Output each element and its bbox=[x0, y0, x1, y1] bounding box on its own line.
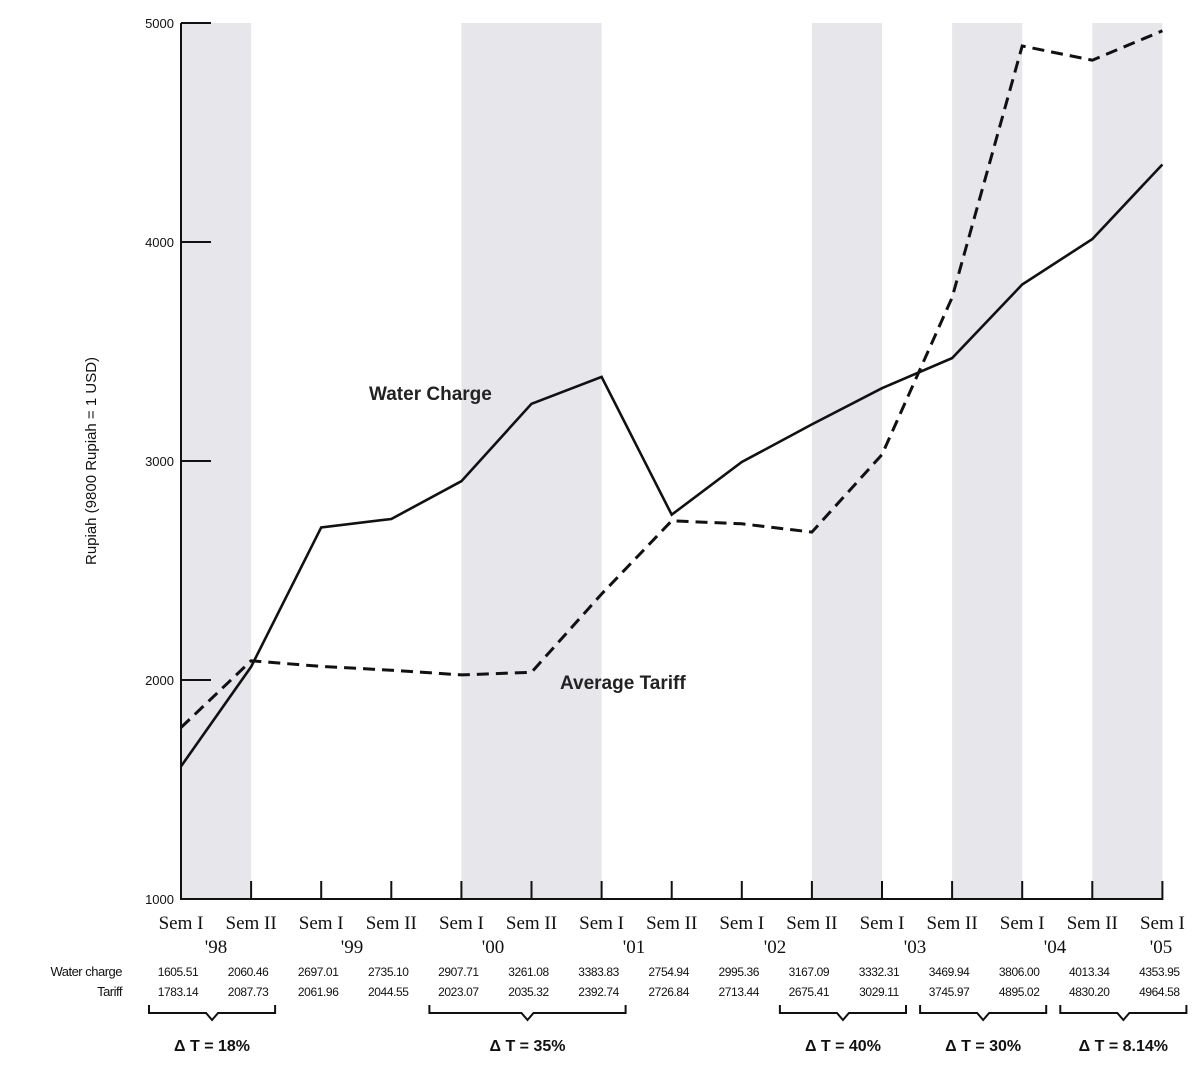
shaded-band bbox=[952, 23, 1023, 899]
value-label: 2087.73 bbox=[228, 985, 269, 999]
water-charge-line bbox=[179, 163, 1164, 768]
value-label: 2713.44 bbox=[719, 985, 760, 999]
year-label: '99 bbox=[341, 937, 363, 958]
value-label: 2060.46 bbox=[228, 965, 269, 979]
semester-label: Sem I bbox=[719, 913, 764, 934]
delta-bracket bbox=[428, 1005, 627, 1022]
delta-label: Δ T = 40% bbox=[805, 1038, 881, 1055]
y-tick-label: 4000 bbox=[145, 235, 174, 250]
chart-labels: Water Charge Average Tariff bbox=[369, 384, 686, 694]
shaded-band bbox=[1092, 23, 1163, 899]
delta-bracket bbox=[919, 1005, 1048, 1022]
value-label: 2754.94 bbox=[648, 965, 689, 979]
axes: 1000 2000 3000 4000 5000 Rupiah (9800 Rupiah … bbox=[83, 16, 1185, 958]
value-table: Water charge 1605.51 2060.46 2697.01 2735.10… bbox=[50, 964, 1180, 999]
value-label: 4964.58 bbox=[1139, 985, 1180, 999]
series-lines bbox=[179, 29, 1164, 768]
semester-label: Sem II bbox=[1067, 913, 1118, 934]
delta-annotations: Δ T = 18% Δ T = 35% Δ T = 40% Δ T = 30% Δ T … bbox=[148, 1005, 1188, 1055]
semester-label: Sem I bbox=[159, 913, 204, 934]
semester-label: Sem I bbox=[439, 913, 484, 934]
value-label: 4830.20 bbox=[1069, 985, 1110, 999]
semester-label: Sem II bbox=[646, 913, 697, 934]
semester-label: Sem II bbox=[927, 913, 978, 934]
year-label: '03 bbox=[904, 937, 926, 958]
value-label: 4353.95 bbox=[1139, 965, 1180, 979]
value-label: 2675.41 bbox=[789, 985, 830, 999]
water-charge-label: Water Charge bbox=[369, 384, 492, 405]
y-tick-label: 3000 bbox=[145, 454, 174, 469]
row-label: Tariff bbox=[97, 984, 123, 999]
y-tick-label: 1000 bbox=[145, 892, 174, 907]
delta-bracket bbox=[1059, 1005, 1188, 1022]
delta-label: Δ T = 8.14% bbox=[1079, 1038, 1168, 1055]
y-axis-title: Rupiah (9800 Rupiah = 1 USD) bbox=[83, 357, 100, 565]
value-label: 2044.55 bbox=[368, 985, 409, 999]
delta-bracket bbox=[778, 1005, 907, 1022]
value-label: 2726.84 bbox=[648, 985, 689, 999]
delta-label: Δ T = 30% bbox=[945, 1038, 1021, 1055]
value-label: 2392.74 bbox=[578, 985, 619, 999]
year-label: '01 bbox=[623, 937, 645, 958]
year-label: '00 bbox=[482, 937, 504, 958]
average-tariff-line bbox=[179, 29, 1163, 729]
value-label: 2023.07 bbox=[438, 985, 479, 999]
value-label: 2035.32 bbox=[508, 985, 549, 999]
delta-label: Δ T = 18% bbox=[174, 1038, 250, 1055]
value-label: 4895.02 bbox=[999, 985, 1040, 999]
value-label: 3167.09 bbox=[789, 965, 830, 979]
semester-label: Sem II bbox=[506, 913, 557, 934]
value-label: 3745.97 bbox=[929, 985, 970, 999]
value-label: 2735.10 bbox=[368, 965, 409, 979]
semester-label: Sem I bbox=[1000, 913, 1045, 934]
value-label: 3029.11 bbox=[859, 985, 899, 999]
value-label: 3332.31 bbox=[859, 965, 900, 979]
semester-label: Sem I bbox=[1140, 913, 1185, 934]
value-label: 2995.36 bbox=[719, 965, 760, 979]
semester-label: Sem II bbox=[366, 913, 417, 934]
year-label: '04 bbox=[1044, 937, 1067, 958]
delta-label: Δ T = 35% bbox=[490, 1038, 566, 1055]
value-label: 4013.34 bbox=[1069, 965, 1110, 979]
shaded-band bbox=[461, 23, 602, 899]
shaded-band bbox=[811, 23, 882, 899]
value-label: 1783.14 bbox=[158, 985, 199, 999]
semester-label: Sem I bbox=[299, 913, 344, 934]
value-label: 3383.83 bbox=[578, 965, 619, 979]
semester-label: Sem II bbox=[786, 913, 837, 934]
average-tariff-label: Average Tariff bbox=[560, 673, 686, 694]
year-label: '98 bbox=[205, 937, 227, 958]
semester-label: Sem I bbox=[860, 913, 905, 934]
semester-label: Sem II bbox=[226, 913, 277, 934]
row-label: Water charge bbox=[50, 964, 122, 979]
y-tick-label: 2000 bbox=[145, 673, 174, 688]
value-label: 1605.51 bbox=[158, 965, 199, 979]
shaded-bands bbox=[181, 23, 1163, 899]
value-label: 3469.94 bbox=[929, 965, 970, 979]
y-tick-label: 5000 bbox=[145, 16, 174, 31]
value-label: 2061.96 bbox=[298, 985, 339, 999]
year-label: '02 bbox=[764, 937, 786, 958]
value-label: 2697.01 bbox=[298, 965, 339, 979]
value-label: 2907.71 bbox=[438, 965, 479, 979]
semester-label: Sem I bbox=[579, 913, 624, 934]
delta-bracket bbox=[148, 1005, 277, 1022]
year-label: '05 bbox=[1150, 937, 1172, 958]
value-label: 3806.00 bbox=[999, 965, 1040, 979]
value-label: 3261.08 bbox=[508, 965, 549, 979]
